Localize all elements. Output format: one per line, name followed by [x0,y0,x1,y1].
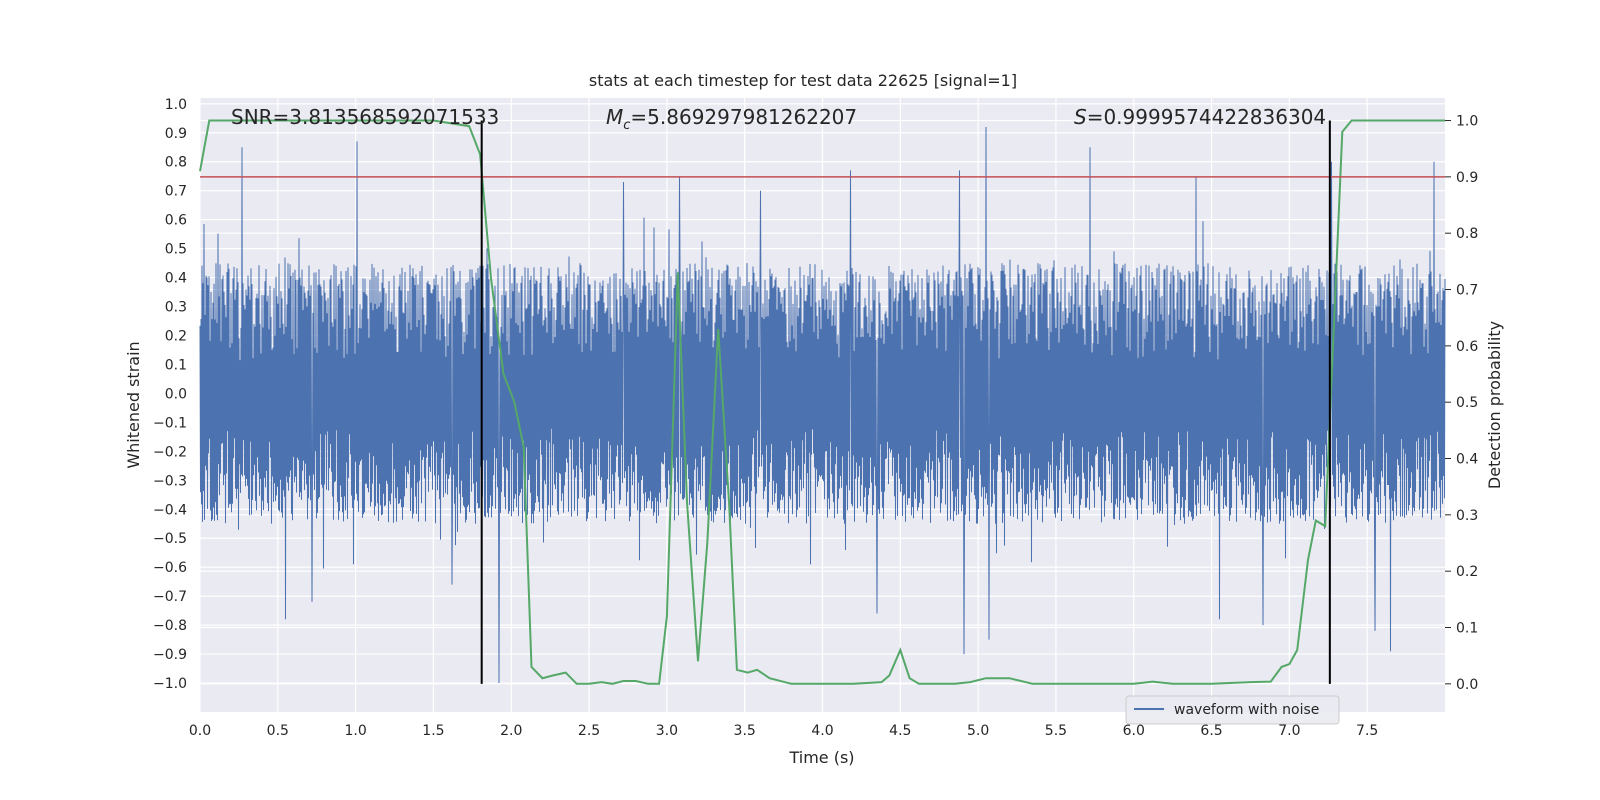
y-tick-label: 0.5 [165,242,187,258]
x-tick-label: 6.5 [1200,723,1222,739]
x-tick-label: 6.0 [1123,723,1145,739]
y-tick-label: 0.6 [165,213,187,229]
y-axis-label: Whitened strain [124,341,143,468]
y-tick-label: −1.0 [153,676,187,692]
x-tick-label: 1.0 [344,723,366,739]
y-tick-label: 0.9 [165,126,187,142]
x-tick-label: 4.5 [889,723,911,739]
chart-title: stats at each timestep for test data 226… [589,71,1017,90]
x-tick-label: 3.0 [656,723,678,739]
y-tick-label: −0.6 [153,560,187,576]
y-tick-label: −0.9 [153,647,187,663]
overlays [200,120,1445,684]
waveform-line [199,126,1446,684]
y-tick-label: −0.5 [153,531,187,547]
y-tick-label: 1.0 [165,97,187,113]
y-tick-label-right: 0.5 [1456,395,1478,411]
x-tick-label: 7.5 [1356,723,1378,739]
waveform-series [199,126,1446,684]
probability-line [199,119,1445,685]
y-tick-label-right: 0.4 [1456,452,1478,468]
x-tick-label: 0.5 [267,723,289,739]
y-tick-label: −0.8 [153,618,187,634]
mc-value: =5.869297981262207 [630,105,857,129]
x-tick-label: 1.5 [422,723,444,739]
mc-annotation: Mc=5.869297981262207 [606,105,857,133]
y-tick-label: 0.2 [165,328,187,344]
mc-subscript: c [623,118,630,133]
y-tick-label: 0.7 [165,184,187,200]
x-tick-label: 5.0 [967,723,989,739]
x-tick-label: 5.5 [1045,723,1067,739]
probability-series [199,119,1445,685]
snr-annotation: SNR=3.813568592071533 [231,105,499,129]
y-tick-label: −0.4 [153,502,187,518]
y-tick-label-right: 0.9 [1456,170,1478,186]
y-ticks-right: 1.0 0.9 0.8 0.7 0.6 0.5 0.4 0.3 0.2 0.1 0.0 [1445,114,1478,693]
x-tick-label: 2.0 [500,723,522,739]
y-tick-label-right: 0.3 [1456,508,1478,524]
y-tick-label-right: 0.2 [1456,564,1478,580]
y-tick-label: −0.1 [153,415,187,431]
x-tick-label: 3.5 [734,723,756,739]
y-tick-label: −0.2 [153,444,187,460]
legend-box [1125,695,1340,725]
y-axis-label-right: Detection probability [1485,321,1504,489]
x-ticks: 0.0 0.5 1.0 1.5 2.0 2.5 3.0 3.5 4.0 4.5 5.0 5.5 6.0 6… [189,723,1378,739]
x-tick-label: 4.0 [811,723,833,739]
y-tick-label-right: 0.8 [1456,226,1478,242]
y-tick-label: 0.0 [165,386,187,402]
y-ticks-left: 1.0 0.9 0.8 0.7 0.6 0.5 0.4 0.3 0.2 0.1 0.0 −0.1 −0.… [153,97,187,692]
y-tick-label: 0.8 [165,155,187,171]
s-symbol: S [1074,105,1087,129]
legend: waveform with noise [1125,695,1340,725]
y-tick-label: 0.1 [165,357,187,373]
s-value: =0.9999574422836304 [1087,105,1326,129]
x-tick-label: 0.0 [189,723,211,739]
y-tick-label-right: 0.0 [1456,677,1478,693]
x-axis-label: Time (s) [788,748,854,767]
s-annotation: S=0.9999574422836304 [1074,105,1326,129]
y-tick-label-right: 0.7 [1456,283,1478,299]
y-tick-label-right: 0.6 [1456,339,1478,355]
y-tick-label: 0.3 [165,300,187,316]
legend-label: waveform with noise [1174,702,1319,718]
y-tick-label: −0.3 [153,473,187,489]
y-tick-label: −0.7 [153,589,187,605]
x-tick-label: 7.0 [1278,723,1300,739]
x-tick-label: 2.5 [578,723,600,739]
y-tick-label-right: 0.1 [1456,621,1478,637]
y-tick-label-right: 1.0 [1456,114,1478,130]
y-tick-label: 0.4 [165,271,187,287]
mc-symbol: M [606,105,623,129]
